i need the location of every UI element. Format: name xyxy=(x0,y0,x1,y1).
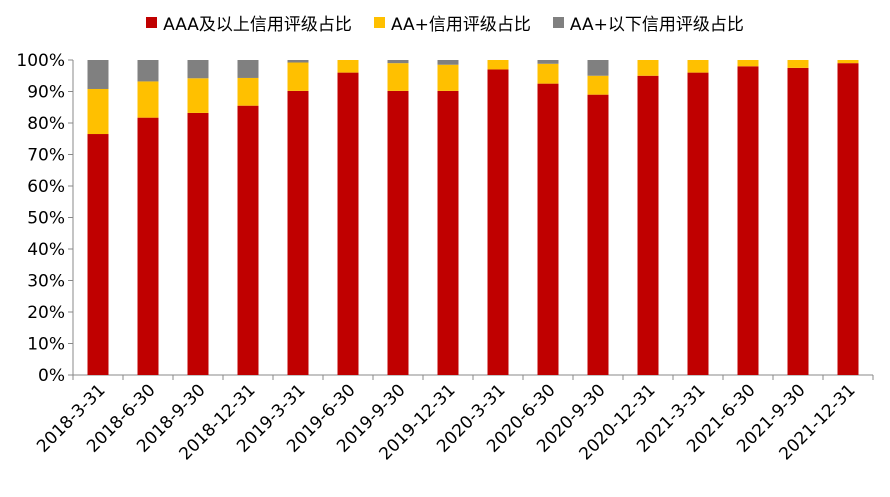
bar-segment xyxy=(587,60,609,76)
bar-segment xyxy=(837,60,859,64)
y-tick-label: 20% xyxy=(27,303,65,323)
y-tick-label: 100% xyxy=(16,51,65,71)
bar-segment xyxy=(137,60,159,82)
bar-segment xyxy=(637,75,659,375)
bar-segment xyxy=(687,72,709,375)
bar-segment xyxy=(187,112,209,376)
bar-segment xyxy=(537,60,559,64)
legend-swatch xyxy=(373,17,385,28)
bar-segment xyxy=(237,105,259,376)
bar-segment xyxy=(587,94,609,376)
bar-segment xyxy=(387,60,409,64)
bar-segment xyxy=(737,66,759,376)
bar-segment xyxy=(287,60,309,63)
bar-segment xyxy=(337,72,359,375)
bar-segment xyxy=(387,63,409,91)
y-tick-label: 90% xyxy=(27,83,65,103)
bar-segment xyxy=(187,78,209,113)
legend-label: AA+以下信用评级占比 xyxy=(569,15,744,35)
legend-swatch xyxy=(552,17,564,28)
bar-segment xyxy=(437,64,459,91)
bar-segment xyxy=(537,83,559,375)
y-tick-label: 10% xyxy=(27,335,65,355)
bar-segment xyxy=(287,90,309,376)
legend-swatch xyxy=(146,17,158,28)
bar-segment xyxy=(137,117,159,376)
bar-segment xyxy=(137,81,159,118)
bar-segment xyxy=(587,75,609,95)
legend-item: AA+以下信用评级占比 xyxy=(552,10,744,35)
legend-label: AAA及以上信用评级占比 xyxy=(163,15,352,35)
y-tick-label: 0% xyxy=(38,366,65,386)
bar-segment xyxy=(187,60,209,79)
bar-segment xyxy=(237,77,259,106)
y-tick-label: 30% xyxy=(27,272,65,292)
y-tick-label: 80% xyxy=(27,114,65,134)
y-tick-label: 50% xyxy=(27,209,65,229)
bar-segment xyxy=(637,60,659,76)
bar-segment xyxy=(487,60,509,70)
y-tick-label: 70% xyxy=(27,146,65,166)
bar-segment xyxy=(337,60,359,73)
bar-segment xyxy=(537,63,559,84)
bar-segment xyxy=(787,60,809,68)
bar-segment xyxy=(737,60,759,67)
bar-segment xyxy=(387,90,409,376)
y-tick-label: 40% xyxy=(27,240,65,260)
bar-segment xyxy=(87,60,109,89)
bar-segment xyxy=(237,60,259,78)
legend-item: AA+信用评级占比 xyxy=(373,10,531,35)
legend-label: AA+信用评级占比 xyxy=(390,15,531,35)
bar-segment xyxy=(487,69,509,375)
bar-segment xyxy=(87,88,109,135)
bar-segment xyxy=(837,63,859,376)
bar-segment xyxy=(87,134,109,375)
bar-segment xyxy=(287,62,309,91)
legend-item: AAA及以上信用评级占比 xyxy=(146,10,352,35)
bar-segment xyxy=(437,60,459,65)
bar-segment xyxy=(687,60,709,73)
bar-segment xyxy=(787,67,809,375)
bar-segment xyxy=(437,90,459,376)
chart-legend: AAA及以上信用评级占比 AA+信用评级占比 AA+以下信用评级占比 xyxy=(0,10,890,35)
y-tick-label: 60% xyxy=(27,177,65,197)
